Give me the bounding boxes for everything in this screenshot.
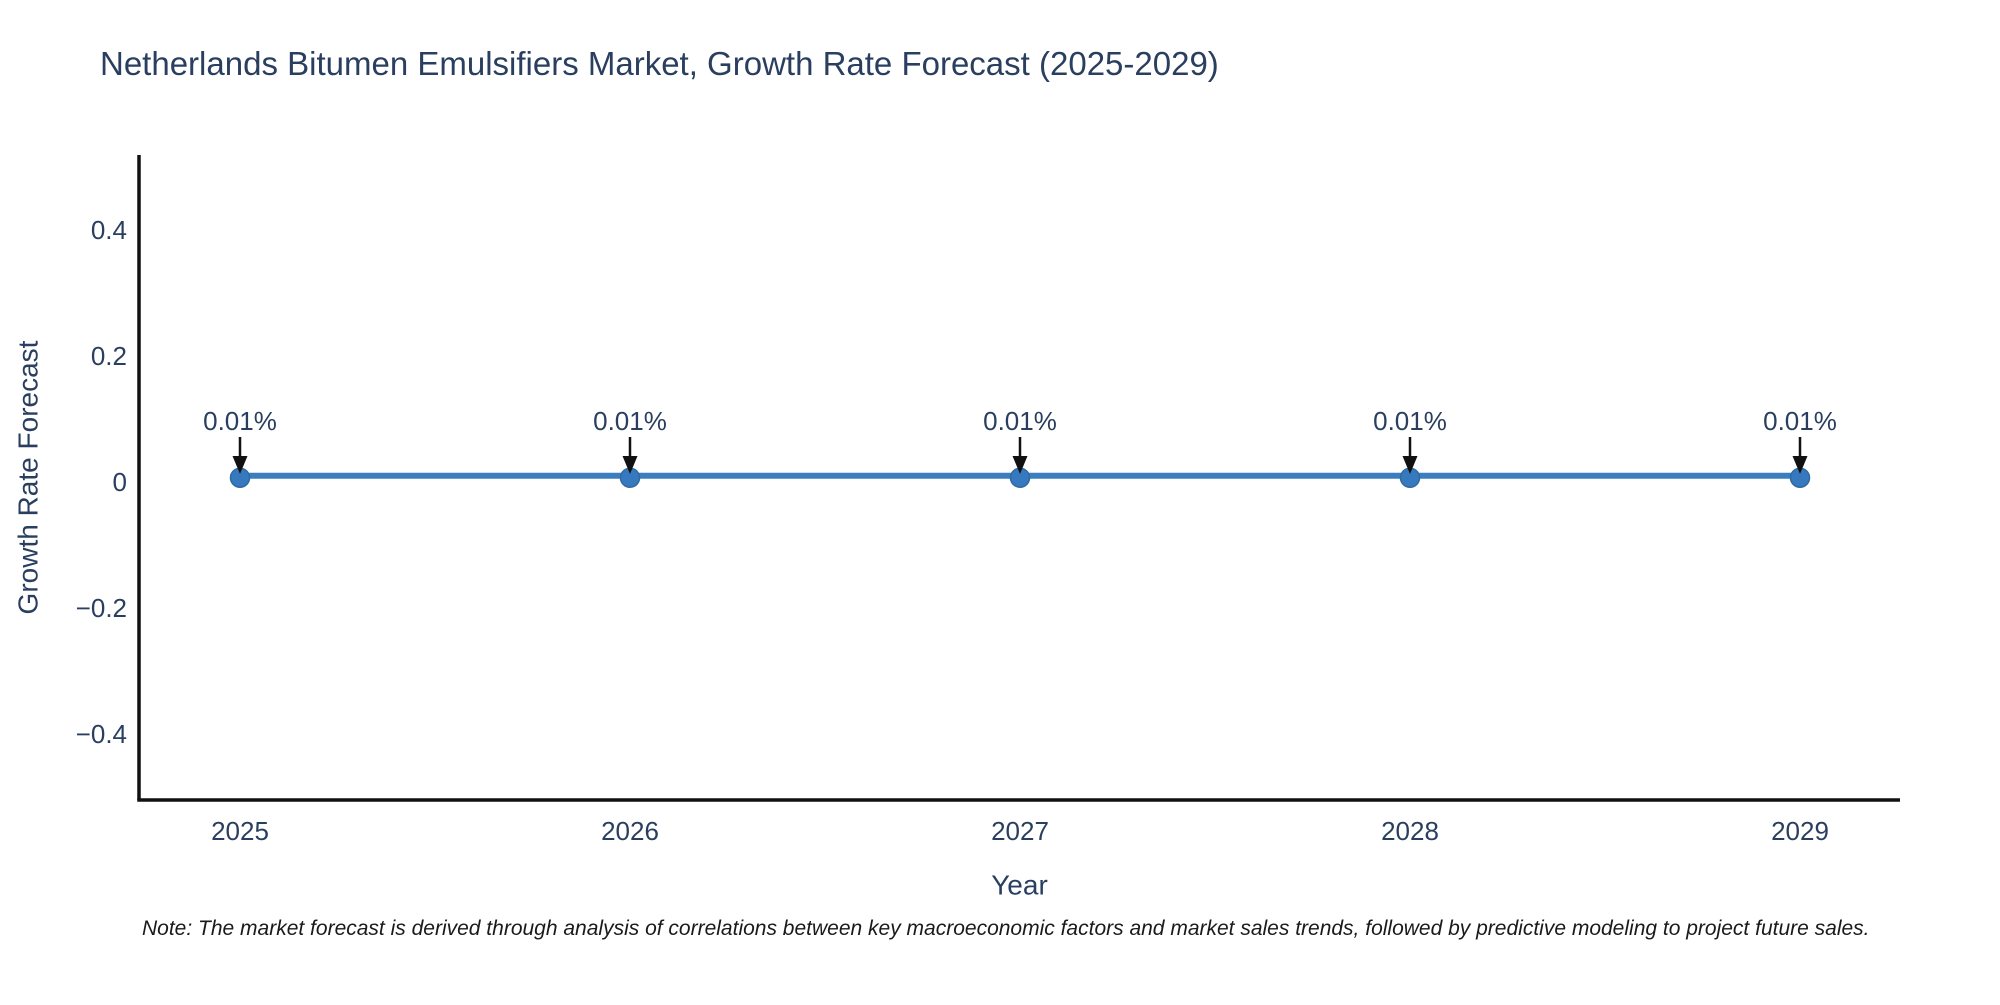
y-tick-label: −0.2 [76, 593, 127, 623]
point-annotation-label: 0.01% [593, 406, 667, 436]
x-axis-title: Year [991, 870, 1048, 901]
chart-title: Netherlands Bitumen Emulsifiers Market, … [100, 45, 1219, 82]
x-tick-label: 2027 [991, 816, 1049, 846]
annotation-arrow-head [1012, 456, 1028, 474]
point-annotation-label: 0.01% [1763, 406, 1837, 436]
chart-footnote: Note: The market forecast is derived thr… [142, 917, 1870, 940]
annotation-arrow-head [1792, 456, 1808, 474]
point-annotation-label: 0.01% [983, 406, 1057, 436]
y-tick-label: 0.2 [91, 341, 127, 371]
point-annotation-label: 0.01% [203, 406, 277, 436]
x-tick-label: 2025 [211, 816, 269, 846]
annotation-arrow-head [232, 456, 248, 474]
point-annotation-label: 0.01% [1373, 406, 1447, 436]
y-tick-label: 0 [113, 467, 127, 497]
y-tick-label: −0.4 [76, 719, 127, 749]
y-tick-label: 0.4 [91, 215, 127, 245]
annotation-arrow-head [622, 456, 638, 474]
annotation-arrow-head [1402, 456, 1418, 474]
x-tick-label: 2026 [601, 816, 659, 846]
x-tick-label: 2028 [1381, 816, 1439, 846]
y-axis-title: Growth Rate Forecast [13, 340, 44, 614]
x-tick-label: 2029 [1771, 816, 1829, 846]
